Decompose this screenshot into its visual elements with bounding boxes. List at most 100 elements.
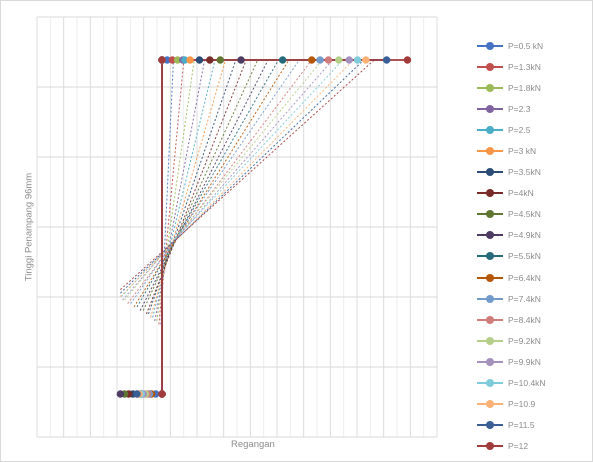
legend-swatch xyxy=(477,357,503,367)
legend-label: P=1.3kN xyxy=(508,61,541,72)
data-point-17-1 xyxy=(353,56,362,64)
data-point-12-1 xyxy=(308,56,316,64)
legend-item: P=5.5kN xyxy=(477,246,589,267)
legend-item: P=6.4kN xyxy=(477,267,589,288)
data-point-10-1 xyxy=(237,56,245,64)
legend-label: P=1.8kN xyxy=(508,82,541,93)
data-point-16-1 xyxy=(345,56,353,64)
legend-item: P=2.3 xyxy=(477,98,589,119)
legend-item: P=4.5kN xyxy=(477,204,589,225)
trendline-12 xyxy=(133,59,290,308)
legend-swatch xyxy=(477,167,503,177)
legend-label: P=8.4kN xyxy=(508,314,541,325)
trendline-16 xyxy=(122,59,333,301)
legend-item: P=3 kN xyxy=(477,140,589,161)
data-point-11-1 xyxy=(278,56,287,64)
legend-label: P=5.5kN xyxy=(508,251,541,262)
legend-label: P=7.4kN xyxy=(508,293,541,304)
legend-item: P=7.4kN xyxy=(477,288,589,309)
legend-swatch xyxy=(477,146,503,156)
data-point-13-1 xyxy=(316,56,324,64)
legend-item: P=1.3kN xyxy=(477,56,589,77)
legend-item: P=2.5 xyxy=(477,119,589,140)
trendline-13 xyxy=(130,59,300,304)
data-point-10-4 xyxy=(116,390,125,398)
legend-swatch xyxy=(477,209,503,219)
legend-swatch xyxy=(477,125,503,135)
data-point-19-4 xyxy=(133,390,141,398)
trendline-20 xyxy=(120,59,375,290)
data-point-20-2 xyxy=(158,56,166,64)
data-point-9-1 xyxy=(216,56,224,64)
legend-swatch xyxy=(477,441,503,451)
x-axis-label: Regangan xyxy=(231,439,275,450)
legend-item: P=10.9 xyxy=(477,394,589,415)
legend-swatch xyxy=(477,230,503,240)
legend-item: P=10.4kN xyxy=(477,373,589,394)
legend-swatch xyxy=(477,378,503,388)
trendline-18 xyxy=(120,59,354,297)
legend-item: P=11.5 xyxy=(477,415,589,436)
legend-label: P=10.9 xyxy=(508,399,536,410)
trendline-8 xyxy=(145,59,247,315)
legend-label: P=4.5kN xyxy=(508,209,541,220)
legend-swatch xyxy=(477,399,503,409)
legend-label: P=4.9kN xyxy=(508,230,541,241)
data-point-19-1 xyxy=(382,56,391,64)
data-point-18-1 xyxy=(362,56,370,64)
legend-swatch xyxy=(477,336,503,346)
y-axis-label: Tinggi Penampang 96mm xyxy=(23,172,35,282)
legend-swatch xyxy=(477,315,503,325)
legend-item: P=8.4kN xyxy=(477,309,589,330)
legend-label: P=11.5 xyxy=(508,420,535,431)
legend-label: P=9.2kN xyxy=(508,335,541,346)
legend: P=0.5 kN P=1.3kN P=1.8kN P=2.3 P=2.5 P=3 kN P=… xyxy=(477,35,589,457)
trendline-19 xyxy=(120,59,365,294)
legend-swatch xyxy=(477,294,503,304)
legend-label: P=3.5kN xyxy=(508,167,541,178)
legend-item: P=0.5 kN xyxy=(477,35,589,56)
legend-swatch xyxy=(477,273,503,283)
series-markers xyxy=(116,56,412,398)
legend-label: P=4kN xyxy=(508,188,534,199)
data-point-20-4 xyxy=(158,390,166,398)
legend-swatch xyxy=(477,83,503,93)
legend-label: P=6.4kN xyxy=(508,272,541,283)
legend-label: P=2.5 xyxy=(508,124,531,135)
legend-swatch xyxy=(477,188,503,198)
legend-item: P=4kN xyxy=(477,183,589,204)
legend-item: P=12 xyxy=(477,436,589,457)
data-point-6-1 xyxy=(186,56,194,64)
grid-lines xyxy=(36,16,438,438)
legend-label: P=2.3 xyxy=(508,103,531,114)
legend-label: P=3 kN xyxy=(508,146,537,157)
legend-swatch xyxy=(477,251,503,261)
data-point-20-1 xyxy=(403,56,412,64)
legend-label: P=12 xyxy=(508,441,529,452)
trendline-10 xyxy=(139,59,269,311)
trendline-6 xyxy=(150,59,226,318)
legend-item: P=9.9kN xyxy=(477,351,589,372)
legend-item: P=9.2kN xyxy=(477,330,589,351)
legend-item: P=3.5kN xyxy=(477,162,589,183)
data-point-15-1 xyxy=(335,56,343,64)
legend-item: P=4.9kN xyxy=(477,225,589,246)
data-point-8-1 xyxy=(206,56,214,64)
trendline-9 xyxy=(142,59,259,311)
legend-swatch xyxy=(477,41,503,51)
legend-swatch xyxy=(477,420,503,430)
data-point-14-1 xyxy=(324,56,333,64)
legend-swatch xyxy=(477,104,503,114)
trend-lines xyxy=(120,59,375,325)
legend-swatch xyxy=(477,62,503,72)
trendline-11 xyxy=(136,59,279,308)
legend-label: P=9.9kN xyxy=(508,356,541,367)
legend-item: P=1.8kN xyxy=(477,77,589,98)
data-point-7-1 xyxy=(195,56,204,64)
legend-label: P=10.4kN xyxy=(508,378,546,389)
trendline-14 xyxy=(127,59,313,304)
trendline-4 xyxy=(154,59,206,322)
legend-label: P=0.5 kN xyxy=(508,40,544,51)
